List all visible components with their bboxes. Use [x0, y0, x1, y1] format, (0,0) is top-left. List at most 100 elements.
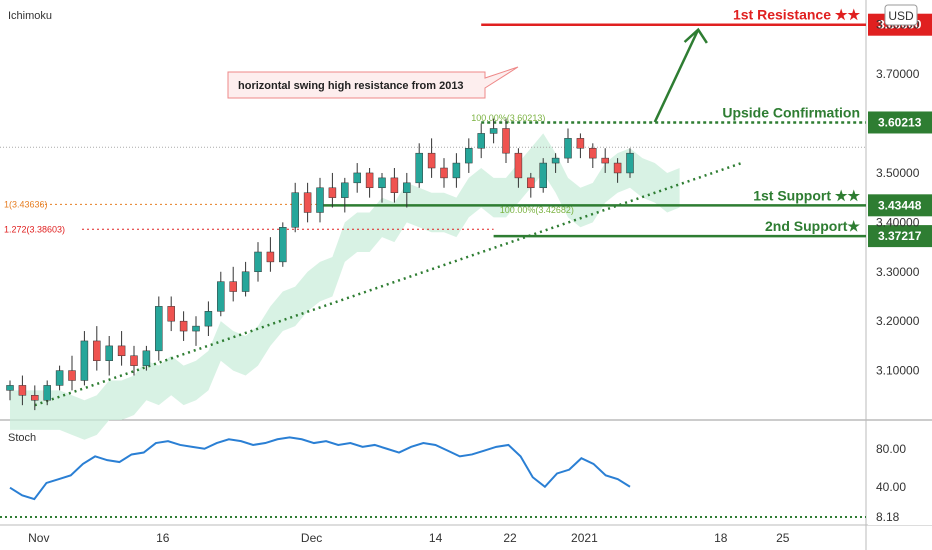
- candle-body: [241, 271, 250, 292]
- bottom-label-bg: [868, 509, 932, 525]
- fib-label: 100.00%(3.42682): [500, 205, 574, 215]
- candle-body: [341, 182, 349, 198]
- level-label: 1st Resistance ★★: [733, 7, 860, 23]
- x-tick-label: 22: [503, 531, 517, 545]
- candle-body: [551, 157, 560, 164]
- candle-body: [365, 172, 374, 189]
- fib-label: 100.00%(3.60213): [471, 113, 545, 123]
- candle-body: [613, 162, 622, 174]
- candle-body: [527, 177, 535, 189]
- rising-trendline: [34, 161, 743, 407]
- candle-body: [229, 281, 237, 292]
- upside-arrowhead: [683, 27, 708, 44]
- candle-body: [415, 152, 423, 184]
- candle-body: [465, 147, 473, 164]
- oscillator-label: Stoch: [8, 432, 36, 444]
- level-price-box: [868, 225, 932, 248]
- candle-body: [427, 152, 436, 169]
- candle-body: [291, 192, 299, 228]
- x-tick-label: Nov: [28, 531, 49, 545]
- level-price-label: 3.60213: [878, 115, 922, 129]
- level-price-label: 3.43448: [878, 198, 922, 212]
- candle-body: [192, 325, 200, 332]
- stoch-tick-label: 40.00: [876, 480, 906, 494]
- candle-body: [43, 385, 51, 401]
- y-tick-label: 3.40000: [876, 215, 920, 229]
- trendline-layer: [34, 27, 743, 407]
- candle-body: [117, 345, 126, 357]
- x-tick-label: 2021: [571, 531, 598, 545]
- candle-body: [316, 187, 324, 213]
- candle-body: [576, 138, 585, 149]
- candle-body: [539, 162, 547, 189]
- candle-body: [217, 281, 225, 312]
- candle-body: [105, 345, 113, 361]
- candle-body: [440, 167, 448, 179]
- candle-body: [167, 306, 175, 322]
- candle-body: [31, 395, 39, 401]
- level-price-box: [868, 194, 932, 217]
- bottom-tick-label: 8.18: [876, 510, 900, 524]
- candle-body: [93, 340, 101, 361]
- x-tick-label: Dec: [301, 531, 322, 545]
- level-label: Upside Confirmation: [722, 104, 860, 120]
- candle-body: [403, 182, 411, 193]
- fib-label: 1.272(3.38603): [4, 224, 65, 234]
- candle-body: [514, 152, 523, 179]
- candle-body: [254, 251, 262, 273]
- candle-body: [279, 227, 287, 263]
- candle-body: [179, 320, 188, 332]
- candle-body: [155, 306, 163, 352]
- candle-body: [68, 370, 76, 381]
- y-tick-label: 3.10000: [876, 364, 920, 378]
- candle-body: [489, 128, 498, 134]
- y-tick-label: 3.30000: [876, 265, 920, 279]
- x-tick-label: 18: [714, 531, 728, 545]
- candle-body: [502, 128, 510, 154]
- stoch-pane[interactable]: [0, 420, 866, 525]
- level-price-box: [868, 111, 932, 134]
- annotation-text: horizontal swing high resistance from 20…: [238, 80, 464, 92]
- candle-body: [130, 355, 138, 366]
- indicator-label: Ichimoku: [8, 10, 52, 22]
- candle-body: [80, 340, 89, 381]
- currency-badge[interactable]: [884, 4, 918, 26]
- candle-body: [55, 370, 64, 386]
- level-label: 1st Support ★★: [753, 187, 860, 203]
- candle-body: [477, 133, 485, 149]
- candle-body: [6, 385, 14, 391]
- currency-label: USD: [888, 9, 914, 23]
- level-lines: 1(3.43636) 1.272(3.38603) 100.00%(3.60213)…: [0, 7, 932, 248]
- stoch-series: [0, 436, 866, 518]
- y-tick-label: 3.50000: [876, 166, 920, 180]
- x-tick-label: 16: [156, 531, 170, 545]
- candle-body: [589, 147, 597, 159]
- candle-body: [452, 162, 461, 179]
- fib-label: 1(3.43636): [4, 199, 48, 209]
- y-tick-label: 3.20000: [876, 314, 920, 328]
- x-tick-label: 25: [776, 531, 790, 545]
- candle-body: [328, 187, 337, 198]
- level-label: 2nd Support★: [765, 218, 860, 234]
- candle-body: [601, 157, 609, 164]
- candle-body: [18, 385, 27, 396]
- candle-body: [626, 152, 634, 174]
- x-tick-label: 14: [429, 531, 443, 545]
- cloud-fill: [10, 133, 680, 440]
- annotation-callout[interactable]: horizontal swing high resistance from 20…: [227, 66, 519, 99]
- candle-body: [204, 311, 213, 327]
- candlestick-series: [6, 118, 634, 411]
- candle-body: [303, 192, 312, 213]
- candle-body: [142, 350, 151, 366]
- level-price-label: 3.37217: [878, 229, 922, 243]
- ichimoku-cloud: [10, 133, 680, 440]
- candle-body: [378, 177, 386, 189]
- stoch-line: [9, 436, 631, 501]
- candle-body: [564, 138, 572, 159]
- stoch-tick-label: 80.00: [876, 442, 906, 456]
- candle-body: [353, 172, 361, 184]
- upside-arrow: [653, 29, 700, 123]
- candle-body: [266, 251, 275, 263]
